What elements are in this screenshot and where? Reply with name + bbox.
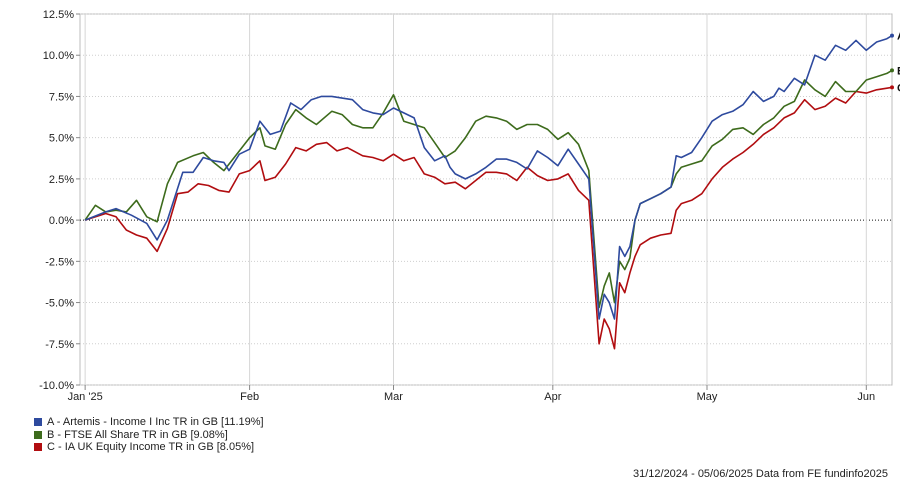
date-range-footer: 31/12/2024 - 05/06/2025 Data from FE fun… (632, 468, 888, 480)
x-axis-ticks: Jan '25 Feb Mar Apr May Jun (68, 385, 875, 403)
x-tick-label: Jun (857, 391, 875, 403)
x-tick-label: Apr (544, 391, 561, 403)
series-end-marker-c (890, 85, 894, 90)
y-tick-label: 12.5% (43, 9, 74, 21)
y-tick-label: 0.0% (49, 215, 74, 227)
chart-legend: A - Artemis - Income I Inc TR in GB [11.… (34, 416, 264, 454)
legend-label: C - IA UK Equity Income TR in GB [8.05%] (47, 441, 255, 453)
x-tick-label: Mar (384, 391, 403, 403)
y-axis-ticks: 12.5% 10.0% 7.5% 5.0% 2.5% 0.0% -2.5% -5.0% -7.5… (39, 9, 80, 392)
series-line-b (84, 69, 893, 309)
y-tick-label: 2.5% (49, 174, 74, 186)
grid-lines (79, 13, 893, 386)
y-tick-label: 5.0% (49, 133, 74, 145)
y-tick-label: -10.0% (39, 380, 74, 392)
x-tick-label: May (697, 391, 718, 403)
x-tick-label: Feb (240, 391, 259, 403)
legend-swatch (34, 443, 42, 452)
series-end-label-a: A (897, 31, 900, 43)
series-end-label-c: C (897, 82, 900, 94)
y-tick-label: 10.0% (43, 50, 74, 62)
legend-item-b: B - FTSE All Share TR in GB [9.08%] (34, 429, 264, 442)
series-end-marker-a (890, 33, 894, 38)
legend-item-a: A - Artemis - Income I Inc TR in GB [11.… (34, 416, 264, 429)
y-tick-label: -2.5% (45, 256, 74, 268)
series-end-marker-b (890, 68, 894, 73)
series-line-c (84, 86, 893, 350)
x-tick-label: Jan '25 (68, 391, 103, 403)
series-lines (84, 34, 893, 350)
legend-item-c: C - IA UK Equity Income TR in GB [8.05%] (34, 441, 264, 454)
y-tick-label: -7.5% (45, 339, 74, 351)
series-line-a (84, 34, 893, 320)
y-tick-label: 7.5% (49, 91, 74, 103)
legend-swatch (34, 418, 42, 427)
y-tick-label: -5.0% (45, 298, 74, 310)
legend-label: A - Artemis - Income I Inc TR in GB [11.… (47, 416, 264, 428)
legend-label: B - FTSE All Share TR in GB [9.08%] (47, 428, 228, 441)
legend-swatch (34, 430, 42, 439)
series-end-label-b: B (897, 65, 900, 77)
line-chart: 12.5% 10.0% 7.5% 5.0% 2.5% 0.0% -2.5% -5.0% -7.5… (39, 9, 900, 403)
series-end-labels: A BC (890, 31, 900, 94)
plot-area-border (79, 13, 893, 386)
